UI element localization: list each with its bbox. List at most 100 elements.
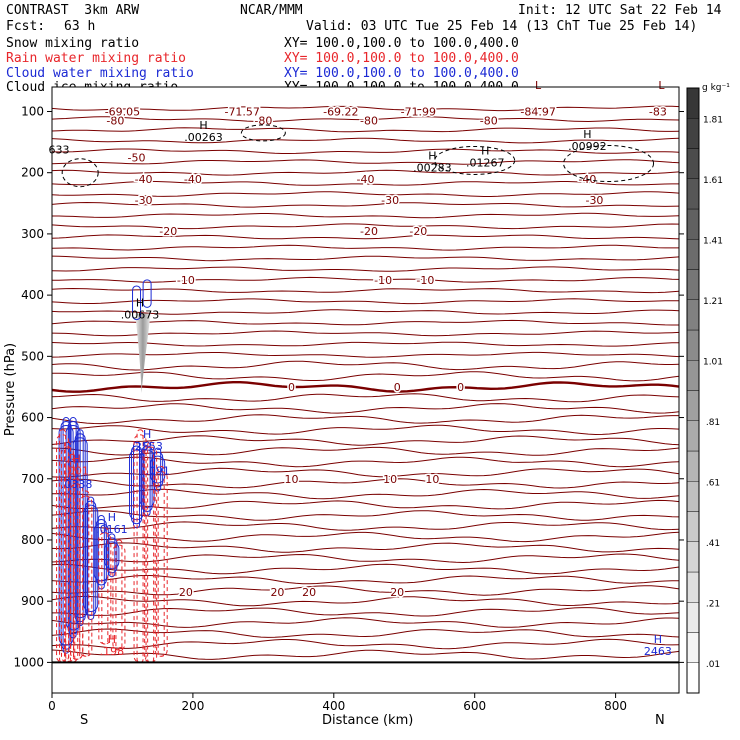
colorbar-tick-label: 1.01 bbox=[703, 357, 723, 367]
colorbar-tick-label: .81 bbox=[706, 418, 720, 428]
colorbar-cell bbox=[686, 87, 700, 119]
temperature-contour bbox=[51, 424, 680, 436]
temperature-contour-label: -69.22 bbox=[323, 105, 358, 118]
temperature-contour bbox=[52, 212, 680, 219]
temperature-contour bbox=[51, 330, 680, 337]
extremum-marker: H bbox=[73, 453, 81, 466]
cloud-water-contour bbox=[150, 455, 166, 484]
extremum-marker: H bbox=[108, 633, 116, 646]
cloud-water-contour bbox=[142, 279, 152, 308]
temperature-contour bbox=[51, 298, 679, 305]
extremum-value: .0338 bbox=[61, 478, 93, 491]
rain-water-contour bbox=[136, 429, 144, 663]
temperature-contour bbox=[51, 180, 679, 186]
cloud-ice-contour bbox=[434, 145, 516, 175]
temperature-contour bbox=[51, 127, 680, 133]
temperature-contour-label: -30 bbox=[585, 194, 603, 207]
cloud-water-contour bbox=[108, 533, 116, 578]
temperature-contour-label: -80 bbox=[480, 115, 498, 128]
y-tick-label: 700 bbox=[21, 472, 44, 486]
y-tick-label: 200 bbox=[21, 166, 44, 180]
extremum-value: .2553 bbox=[131, 440, 163, 453]
colorbar-tick-label: 1.21 bbox=[703, 297, 723, 307]
cloud-ice-contour bbox=[563, 145, 655, 183]
colorbar-cell bbox=[686, 299, 700, 331]
extremum-marker: H bbox=[199, 119, 207, 132]
rain-water-contour bbox=[65, 458, 79, 663]
y-tick-label: 600 bbox=[21, 411, 44, 425]
temperature-contour bbox=[51, 255, 680, 262]
temperature-contour bbox=[51, 341, 679, 347]
temperature-contour-label: 20 bbox=[179, 586, 193, 599]
x-tick-label: 200 bbox=[181, 699, 204, 713]
temperature-contour bbox=[51, 542, 680, 553]
temperature-contour bbox=[51, 116, 680, 123]
colorbar-cell bbox=[686, 541, 700, 573]
y-tick-label: 800 bbox=[21, 533, 44, 547]
colorbar-cell bbox=[686, 360, 700, 391]
rain-water-contour bbox=[73, 478, 81, 660]
colorbar-cell bbox=[686, 118, 700, 149]
temperature-contour bbox=[51, 575, 679, 585]
temperature-contour bbox=[51, 201, 680, 208]
legend-snow-xy: XY= 100.0,100.0 to 100.0,400.0 bbox=[284, 36, 519, 51]
temperature-contour bbox=[51, 414, 679, 425]
cloud-water-contour bbox=[106, 537, 118, 574]
snow-shading bbox=[135, 313, 151, 394]
extremum-marker: H bbox=[654, 633, 662, 646]
rain-water-contour bbox=[115, 539, 123, 651]
extremum-marker: L bbox=[658, 79, 665, 92]
y-tick-label: 900 bbox=[21, 594, 44, 608]
temperature-contour-label: -80 bbox=[106, 115, 124, 128]
temperature-contour-label: -71.57 bbox=[224, 105, 259, 118]
y-tick-label: 400 bbox=[21, 288, 44, 302]
cloud-water-contour bbox=[76, 429, 84, 627]
colorbar-cell bbox=[686, 420, 700, 452]
institution-label: NCAR/MMM bbox=[240, 3, 303, 18]
temperature-contour-label: -40 bbox=[135, 173, 153, 186]
rain-water-contour bbox=[60, 446, 74, 663]
temperature-contour bbox=[51, 105, 680, 112]
cloud-water-contour bbox=[132, 285, 142, 321]
valid-time: Valid: 03 UTC Tue 25 Feb 14 (13 ChT Tue … bbox=[306, 19, 698, 34]
y-tick-label: 100 bbox=[21, 104, 44, 118]
cloud-water-contour bbox=[97, 514, 105, 590]
temperature-contour bbox=[51, 553, 680, 564]
temperature-contour-label: -10 bbox=[177, 274, 195, 287]
cloud-water-contour bbox=[93, 522, 109, 582]
colorbar-cell bbox=[686, 481, 700, 512]
temperature-contour-label: -40 bbox=[184, 173, 202, 186]
temperature-contour-label: 10 bbox=[383, 473, 397, 486]
legend-rain-name: Rain water mixing ratio bbox=[6, 51, 187, 66]
temperature-contour-label: -69.05 bbox=[105, 105, 140, 118]
cloud-water-contour bbox=[131, 445, 143, 525]
temperature-contour-label: -71.99 bbox=[401, 105, 436, 118]
x-tick-label: 0 bbox=[48, 699, 56, 713]
temperature-contour bbox=[51, 403, 680, 414]
temperature-contour-label: -30 bbox=[135, 194, 153, 207]
extremum-marker: H bbox=[143, 428, 151, 441]
rain-water-contour bbox=[59, 429, 67, 663]
extremum-marker: H bbox=[428, 150, 436, 163]
temperature-contour-label: 10 bbox=[285, 473, 299, 486]
rain-water-contour bbox=[147, 441, 155, 663]
y-tick-label: 300 bbox=[21, 227, 44, 241]
colorbar-cell bbox=[686, 269, 700, 300]
colorbar-unit: g kg⁻¹ bbox=[702, 83, 730, 93]
temperature-contour-label: -10 bbox=[416, 274, 434, 287]
cloud-water-contour bbox=[83, 504, 99, 613]
cloud-water-contour bbox=[85, 500, 97, 617]
temperature-contour bbox=[51, 638, 680, 650]
cloud-water-contour bbox=[141, 445, 153, 512]
temperature-contour-label: 10 bbox=[425, 473, 439, 486]
temperature-contour bbox=[51, 435, 680, 446]
temperature-contour bbox=[51, 617, 680, 628]
colorbar-cell bbox=[686, 662, 700, 694]
extremum-value: .00283 bbox=[413, 162, 452, 175]
temperature-contour bbox=[51, 478, 680, 489]
cloud-water-contour bbox=[143, 441, 151, 516]
colorbar-cell bbox=[686, 632, 700, 663]
rain-water-contour bbox=[70, 483, 84, 660]
extremum-value: .091 bbox=[145, 465, 170, 478]
rain-water-contour bbox=[144, 446, 158, 663]
